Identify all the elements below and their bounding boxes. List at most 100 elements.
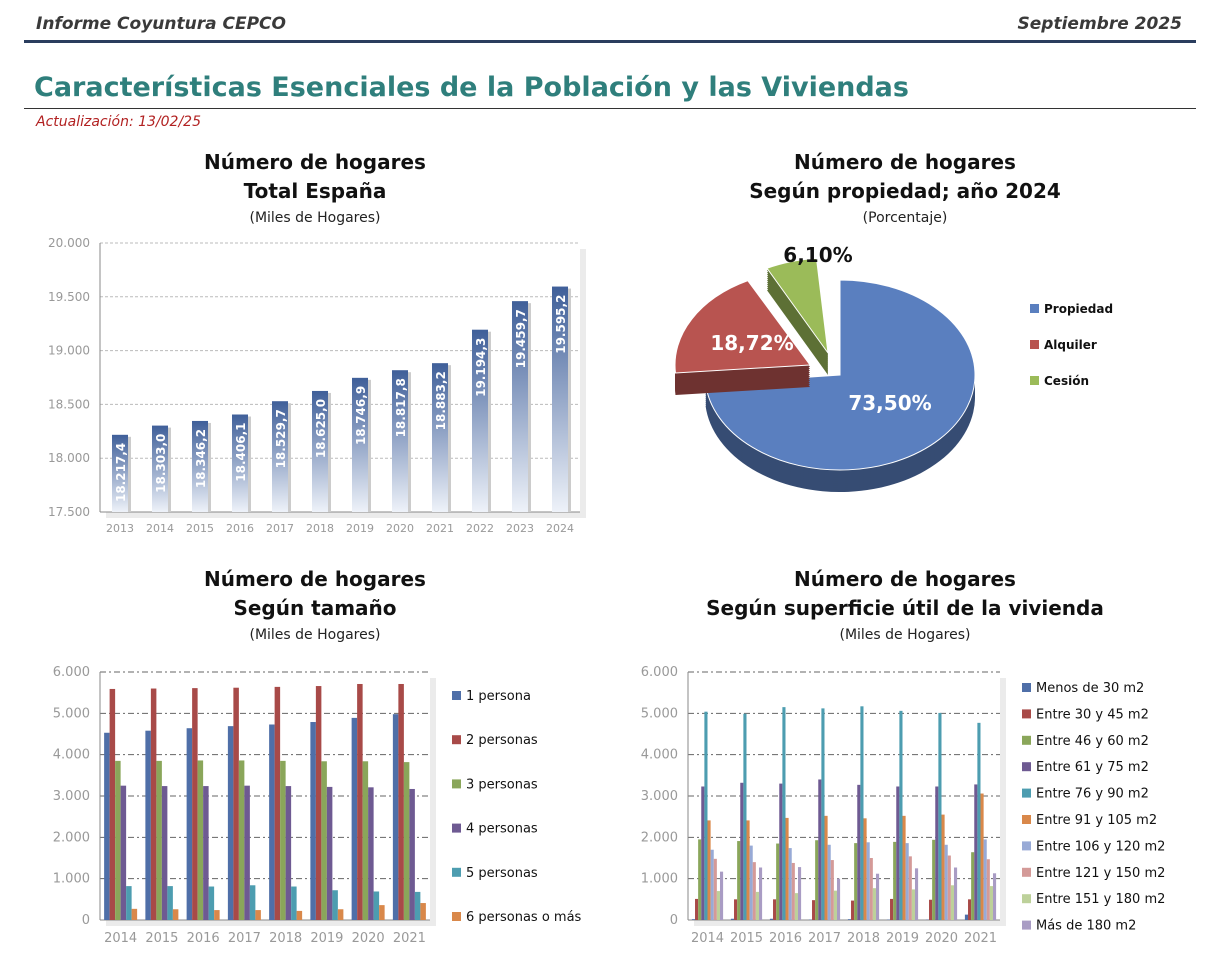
bar bbox=[821, 708, 825, 920]
x-tick-label: 2013 bbox=[106, 522, 134, 535]
bar bbox=[875, 873, 880, 920]
bar bbox=[291, 886, 297, 920]
bar bbox=[899, 710, 903, 920]
bar bbox=[310, 722, 316, 920]
bar bbox=[232, 414, 248, 512]
legend-label: 2 personas bbox=[466, 733, 538, 748]
bar bbox=[192, 420, 208, 512]
bar bbox=[315, 686, 322, 920]
bar bbox=[197, 760, 204, 920]
bar bbox=[983, 839, 987, 920]
bar bbox=[964, 914, 969, 920]
bar bbox=[398, 683, 404, 920]
bar bbox=[971, 852, 975, 920]
legend-label: 4 personas bbox=[466, 822, 538, 837]
bar bbox=[788, 848, 792, 920]
bar bbox=[977, 722, 981, 920]
bar bbox=[797, 867, 802, 920]
y-tick-label: 5.000 bbox=[641, 706, 678, 721]
bar bbox=[167, 886, 173, 920]
bar bbox=[233, 687, 239, 920]
data-label: 19.194,3 bbox=[474, 338, 488, 397]
bar bbox=[746, 820, 750, 920]
bar bbox=[776, 843, 780, 920]
bar bbox=[989, 886, 993, 920]
bar bbox=[238, 760, 245, 920]
legend-label: Entre 121 y 150 m2 bbox=[1036, 866, 1165, 881]
x-tick-label: 2017 bbox=[266, 522, 294, 535]
chart1-title-line1: Número de hogares bbox=[204, 150, 426, 174]
bar bbox=[947, 855, 951, 920]
bar bbox=[152, 425, 168, 512]
bar bbox=[337, 909, 344, 920]
bar bbox=[698, 839, 702, 920]
pie-slice bbox=[705, 279, 976, 471]
plot-area bbox=[100, 243, 580, 512]
bar bbox=[701, 786, 705, 920]
bar bbox=[911, 889, 915, 920]
y-tick-label: 2.000 bbox=[53, 830, 90, 845]
chart3-unit: (Miles de Hogares) bbox=[249, 627, 381, 643]
bar bbox=[716, 891, 720, 920]
data-label: 18.303,0 bbox=[154, 434, 168, 493]
bar bbox=[815, 840, 819, 920]
bar bbox=[902, 815, 906, 920]
bar bbox=[156, 760, 162, 920]
bar bbox=[734, 899, 738, 920]
pie-label: 18,72% bbox=[710, 331, 793, 355]
bar bbox=[357, 683, 363, 920]
bar bbox=[704, 711, 708, 920]
bar bbox=[794, 893, 798, 920]
bar bbox=[512, 301, 528, 512]
bar bbox=[172, 909, 179, 920]
legend-swatch bbox=[1022, 815, 1031, 824]
bar bbox=[409, 788, 415, 920]
chart3-title-line1: Número de hogares bbox=[204, 567, 426, 591]
bar bbox=[974, 784, 978, 920]
bar bbox=[854, 843, 858, 920]
bar bbox=[392, 370, 408, 512]
bar bbox=[890, 898, 894, 920]
chart1-title: Número de hogares Total España bbox=[65, 148, 565, 206]
bar bbox=[953, 867, 958, 920]
bar bbox=[249, 885, 256, 920]
bar bbox=[914, 868, 919, 920]
bar bbox=[109, 688, 116, 920]
y-tick-label: 19.000 bbox=[48, 344, 90, 358]
bar bbox=[695, 898, 699, 920]
bar bbox=[755, 891, 759, 920]
bar bbox=[272, 401, 288, 512]
bar bbox=[866, 842, 870, 920]
report-date: Septiembre 2025 bbox=[1017, 14, 1182, 34]
legend-label: 6 personas o más bbox=[466, 910, 582, 925]
bar bbox=[769, 918, 774, 920]
pie-label: 73,50% bbox=[848, 391, 931, 415]
bar bbox=[255, 910, 261, 920]
pie-slice bbox=[674, 280, 811, 374]
chart2-title-line1: Número de hogares bbox=[794, 150, 1016, 174]
bar bbox=[710, 849, 714, 920]
y-tick-label: 0 bbox=[670, 913, 678, 928]
chart4-title-line1: Número de hogares bbox=[794, 567, 1016, 591]
chart4-subtitle: Según superficie útil de la vivienda bbox=[706, 596, 1104, 620]
legend-label: 3 personas bbox=[466, 777, 538, 792]
x-tick-label: 2017 bbox=[228, 931, 261, 946]
y-tick-label: 3.000 bbox=[53, 789, 90, 804]
y-tick-label: 2.000 bbox=[641, 830, 678, 845]
x-tick-label: 2022 bbox=[466, 522, 494, 535]
legend-swatch bbox=[1022, 735, 1031, 745]
chart3-subtitle: Según tamaño bbox=[233, 596, 397, 620]
chart3-title: Número de hogares Según tamaño bbox=[65, 565, 565, 623]
legend-swatch bbox=[452, 691, 461, 700]
chart2-unit: (Porcentaje) bbox=[862, 210, 948, 226]
y-tick-label: 1.000 bbox=[641, 872, 678, 887]
x-tick-label: 2019 bbox=[310, 931, 343, 946]
chart4-unit: (Miles de Hogares) bbox=[839, 627, 971, 643]
x-tick-label: 2017 bbox=[808, 931, 841, 946]
bar bbox=[186, 728, 193, 920]
bar bbox=[944, 844, 948, 920]
bar bbox=[420, 903, 426, 920]
bar bbox=[782, 707, 786, 920]
legend-swatch bbox=[1022, 867, 1031, 877]
